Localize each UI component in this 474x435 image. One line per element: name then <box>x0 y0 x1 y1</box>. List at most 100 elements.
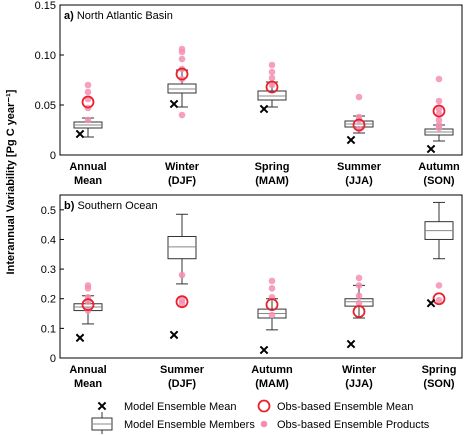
legend-label-model-mean: Model Ensemble Mean <box>124 401 237 413</box>
category-label-line2: (JJA) <box>345 378 373 390</box>
y-tick-label: 0.15 <box>35 0 56 12</box>
model-mean-marker <box>259 345 269 355</box>
obs-product-point <box>355 292 363 300</box>
category-label-line1: Summer <box>337 161 382 173</box>
obs-product-point <box>178 45 186 53</box>
y-tick-label: 0 <box>50 150 56 162</box>
model-mean-marker <box>169 99 179 109</box>
category-label-line2: (MAM) <box>255 378 289 390</box>
category-spring: Spring (MAM) <box>255 61 290 187</box>
legend-label-products: Obs-based Ensemble Products <box>277 419 430 431</box>
legend-product-glyph <box>260 420 268 428</box>
category-annual: Annual Mean <box>69 81 107 187</box>
obs-product-point <box>268 285 276 292</box>
obs-product-point <box>355 113 363 121</box>
obs-mean-marker <box>265 298 279 312</box>
category-label-line2: Mean <box>74 175 102 187</box>
panel-frame <box>59 194 463 359</box>
obs-product-point <box>355 93 363 101</box>
obs-product-point <box>84 282 92 289</box>
model-mean-marker <box>426 144 436 154</box>
legend-model-mean-glyph <box>97 401 107 411</box>
category-label-line2: (SON) <box>423 378 455 390</box>
y-tick-label: 0.5 <box>41 205 56 217</box>
category-label-line1: Winter <box>165 161 200 173</box>
obs-product-point <box>268 81 276 89</box>
legend-obs-mean-glyph <box>257 399 271 413</box>
obs-mean-marker <box>265 80 279 94</box>
panel-title: b) Southern Ocean <box>64 200 158 212</box>
obs-product-point <box>435 282 443 289</box>
category-label-line2: (DJF) <box>168 378 196 390</box>
obs-product-point <box>435 296 443 304</box>
obs-product-point <box>178 55 186 63</box>
obs-mean-marker <box>432 104 446 118</box>
category-summer: Summer (JJA) <box>337 93 382 187</box>
obs-mean-marker <box>432 292 446 306</box>
category-label-line1: Spring <box>255 161 290 173</box>
obs-product-point <box>355 274 363 282</box>
category-winter: Winter (JJA) <box>342 274 377 390</box>
panel-letter: a) <box>64 10 77 22</box>
obs-product-point <box>178 111 186 119</box>
category-label-line2: (JJA) <box>345 175 373 187</box>
category-label-line1: Annual <box>69 364 106 376</box>
legend: Model Ensemble Mean Obs-based Ensemble M… <box>91 399 430 434</box>
category-autumn: Autumn (SON) <box>418 75 460 187</box>
obs-product-point <box>84 116 92 124</box>
obs-product-point <box>178 296 186 304</box>
category-label-line1: Winter <box>342 364 377 376</box>
obs-mean-marker <box>352 118 366 132</box>
panel-a: a) North Atlantic Basin 0 0.05 0.10 0.15 Annu… <box>35 0 463 187</box>
y-tick-label: 0.4 <box>41 234 56 246</box>
category-label-line2: (MAM) <box>255 175 289 187</box>
category-label-line2: (SON) <box>423 175 455 187</box>
obs-product-point <box>435 97 443 105</box>
obs-mean-marker <box>81 95 95 109</box>
box <box>167 235 197 260</box>
category-autumn: Autumn (MAM) <box>251 277 293 390</box>
category-label-line1: Autumn <box>251 364 293 376</box>
model-mean-marker <box>346 339 356 349</box>
obs-product-point <box>355 282 363 289</box>
obs-product-point <box>268 61 276 69</box>
category-label-line2: (DJF) <box>168 175 196 187</box>
obs-product-point <box>435 116 443 124</box>
y-tick-label: 0.1 <box>41 323 56 335</box>
obs-product-point <box>268 74 276 82</box>
panel-title-text: North Atlantic Basin <box>77 10 173 22</box>
panel-letter: b) <box>64 200 77 212</box>
obs-product-point <box>268 68 276 76</box>
model-mean-marker <box>75 333 85 343</box>
y-tick-label: 0.10 <box>35 50 56 62</box>
obs-mean-marker <box>175 67 189 81</box>
model-mean-marker <box>426 298 436 308</box>
category-label-line2: Mean <box>74 378 102 390</box>
plots-layer: a) North Atlantic Basin00.050.100.15Annu… <box>35 0 463 390</box>
obs-product-point <box>84 88 92 96</box>
y-axis-label: Interannual Variability [Pg C year⁻¹] <box>5 89 17 274</box>
panel-b: b) Southern Ocean 0 0.1 0.2 0.3 0.4 0.5 Annual M… <box>41 194 463 390</box>
obs-mean-marker <box>175 295 189 309</box>
obs-product-point <box>268 311 276 319</box>
category-summer: Summer (DJF) <box>160 213 205 390</box>
category-winter: Winter (DJF) <box>165 45 200 187</box>
model-mean-marker <box>259 104 269 114</box>
legend-label-members: Model Ensemble Members <box>124 419 255 431</box>
obs-product-point <box>268 277 276 285</box>
obs-product-point <box>84 81 92 89</box>
y-tick-label: 0 <box>50 353 56 365</box>
category-label-line1: Annual <box>69 161 106 173</box>
obs-product-point <box>435 105 443 113</box>
obs-product-point <box>435 75 443 83</box>
model-mean-marker <box>75 129 85 139</box>
obs-mean-marker <box>81 298 95 312</box>
category-label-line1: Summer <box>160 364 205 376</box>
panel-title: a) North Atlantic Basin <box>64 10 173 22</box>
y-tick-label: 0.3 <box>41 264 56 276</box>
category-annual: Annual Mean <box>69 282 107 390</box>
obs-product-point <box>355 299 363 307</box>
y-tick-label: 0.05 <box>35 100 56 112</box>
category-label-line1: Spring <box>422 364 457 376</box>
